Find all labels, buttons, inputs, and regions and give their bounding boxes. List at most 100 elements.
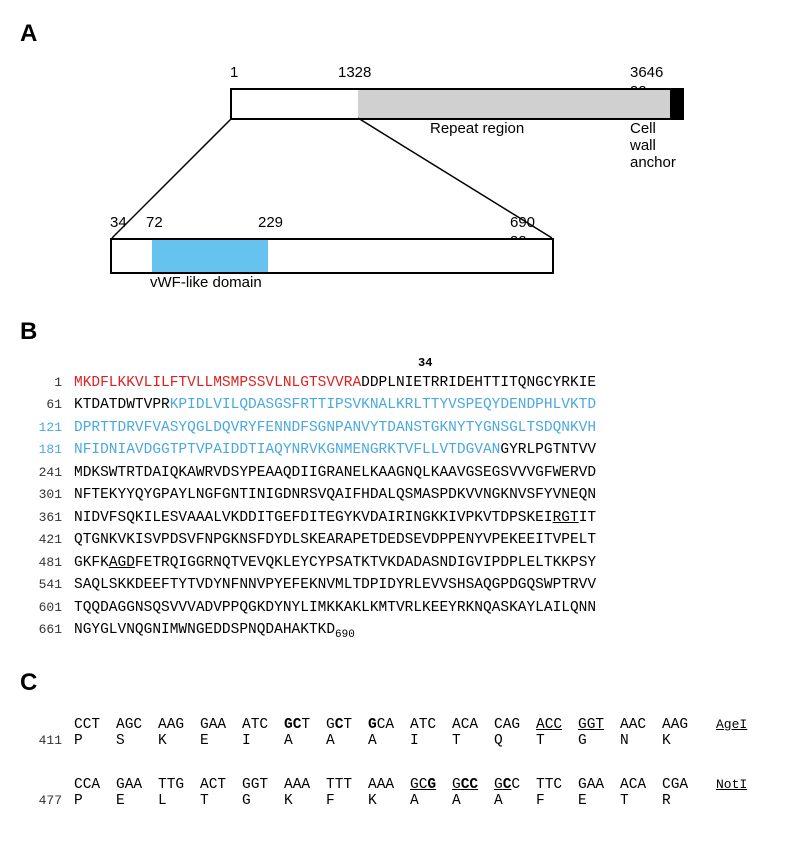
amino-acid: N <box>620 733 662 749</box>
seq-segment: NFTEKYYQYGPAYLNGFGNTINIGDNRSVQAIFHDALQSM… <box>74 487 596 503</box>
panel-b-label: B <box>20 318 780 346</box>
row-number: 421 <box>20 530 62 550</box>
codon: CAG <box>494 717 536 733</box>
codon: TTT <box>326 777 368 793</box>
aa-row: 411PSKEIAAAITQTGNK <box>20 733 780 749</box>
aa-row-number: 477 <box>20 793 62 808</box>
amino-acid: P <box>74 793 116 809</box>
seq-row: 601 TQQDAGGNSQSVVVADVPPQGKDYNYLIMKKAKLKMT… <box>20 597 780 619</box>
amino-acid: I <box>242 733 284 749</box>
sequence-block: 1MKDFLKKVLILFTVLLMSMPSSVLNLGTSVVRADDPLNI… <box>20 372 780 644</box>
row-number: 241 <box>20 463 62 483</box>
enzyme-label: NotI <box>716 777 747 792</box>
cell-wall-anchor-label: Cell wall anchor <box>630 120 680 171</box>
aa-row: 477PELTGKFKAAAFETR <box>20 793 780 809</box>
bottom-bar-segment <box>268 240 552 272</box>
seq-segment: NGYGLVNQGNIMWNGEDDSPNQDAHAKTKD <box>74 622 335 638</box>
seq-segment: RGT <box>553 510 579 526</box>
codon: AAA <box>368 777 410 793</box>
repeat-region-label: Repeat region <box>430 120 524 137</box>
row-number: 61 <box>20 395 62 415</box>
top-bar-segment <box>670 90 682 118</box>
codon: ATC <box>410 717 452 733</box>
codon: ACA <box>620 777 662 793</box>
codon: ACA <box>452 717 494 733</box>
amino-acid: T <box>620 793 662 809</box>
codon: GCC <box>494 777 536 793</box>
seq-row: 241MDKSWTRTDAIQKAWRVDSYPEAAQDIIGRANELKAA… <box>20 462 780 484</box>
seq-segment: AGD <box>109 555 135 571</box>
seq-row: 1MKDFLKKVLILFTVLLMSMPSSVLNLGTSVVRADDPLNI… <box>20 372 780 394</box>
row-number: 541 <box>20 575 62 595</box>
amino-acid: E <box>116 793 158 809</box>
amino-acid: E <box>578 793 620 809</box>
seq-row: 121DPRTTDRVFVASYQGLDQVRYFENNDFSGNPANVYTD… <box>20 417 780 439</box>
amino-acid: S <box>116 733 158 749</box>
seq-segment: KTDATDWTVPR <box>74 397 170 413</box>
codon: AAG <box>662 717 704 733</box>
amino-acid: K <box>284 793 326 809</box>
header-34: 34 <box>418 356 780 370</box>
row-number: 661 <box>20 620 62 640</box>
amino-acid: A <box>452 793 494 809</box>
amino-acid: A <box>284 733 326 749</box>
amino-acid: L <box>158 793 200 809</box>
tick-34: 34 <box>110 214 127 231</box>
top-bar <box>230 88 684 120</box>
codon-group: CCTAGCAAGGAAATCGCTGCTGCAATCACACAGACCGGTA… <box>20 717 780 749</box>
panel-a-diagram: 1 1328 3646 aa Repeat region Cell wall a… <box>50 58 780 318</box>
codon: CGA <box>662 777 704 793</box>
row-number: 301 <box>20 485 62 505</box>
codon: GCA <box>368 717 410 733</box>
amino-acid: E <box>200 733 242 749</box>
amino-acid: F <box>536 793 578 809</box>
codon: ACT <box>200 777 242 793</box>
codon: GCT <box>326 717 368 733</box>
codon: ATC <box>242 717 284 733</box>
codon: AGC <box>116 717 158 733</box>
amino-acid: T <box>200 793 242 809</box>
row-number: 181 <box>20 440 62 460</box>
seq-segment: FETRQIGGRNQTVEVQKLEYCYPSATKTVKDADASNDIGV… <box>135 555 596 571</box>
seq-segment: NIDVFSQKILESVAAALVKDDITGEFDITEGYKVDAIRIN… <box>74 510 553 526</box>
aa-row-number: 411 <box>20 733 62 748</box>
amino-acid: K <box>368 793 410 809</box>
seq-row: 481GKFKAGDFETRQIGGRNQTVEVQKLEYCYPSATKTVK… <box>20 552 780 574</box>
seq-end-subscript: 690 <box>335 629 355 641</box>
codon: AAC <box>620 717 662 733</box>
amino-acid: F <box>326 793 368 809</box>
codon: GAA <box>116 777 158 793</box>
bottom-bar-segment <box>152 240 268 272</box>
amino-acid: A <box>368 733 410 749</box>
amino-acid: T <box>452 733 494 749</box>
amino-acid: Q <box>494 733 536 749</box>
codon: GCC <box>452 777 494 793</box>
amino-acid: G <box>242 793 284 809</box>
bottom-bar <box>110 238 554 274</box>
codon: CCA <box>74 777 116 793</box>
seq-segment: IT <box>579 510 596 526</box>
tick-229: 229 <box>258 214 283 231</box>
panel-a-label: A <box>20 20 780 48</box>
top-bar-segment <box>358 90 670 118</box>
seq-segment: TQQDAGGNSQSVVVADVPPQGKDYNYLIMKKAKLKMTVRL… <box>74 600 596 616</box>
codon: GAA <box>200 717 242 733</box>
tick-1: 1 <box>230 64 238 81</box>
codon: TTG <box>158 777 200 793</box>
amino-acid: R <box>662 793 704 809</box>
codon: GCG <box>410 777 452 793</box>
codon-row: CCAGAATTGACTGGTAAATTTAAAGCGGCCGCCTTCGAAA… <box>20 777 780 793</box>
row-number: 361 <box>20 508 62 528</box>
seq-segment: GYRLPGTNTVV <box>500 442 596 458</box>
seq-segment: KPIDLVILQDASGSFRTTIPSVKNALKRLTTYVSPEQYDE… <box>170 397 596 413</box>
amino-acid: K <box>158 733 200 749</box>
amino-acid: I <box>410 733 452 749</box>
amino-acid: T <box>536 733 578 749</box>
seq-row: 361 NIDVFSQKILESVAAALVKDDITGEFDITEGYKVDAI… <box>20 507 780 529</box>
codon: ACC <box>536 717 578 733</box>
row-number: 601 <box>20 598 62 618</box>
seq-segment: QTGNKVKISVPDSVFNPGKNSFDYDLSKEARAPETDEDSE… <box>74 532 596 548</box>
seq-row: 661 NGYGLVNQGNIMWNGEDDSPNQDAHAKTKD690 <box>20 619 780 644</box>
amino-acid: K <box>662 733 704 749</box>
panel-c-label: C <box>20 669 780 697</box>
